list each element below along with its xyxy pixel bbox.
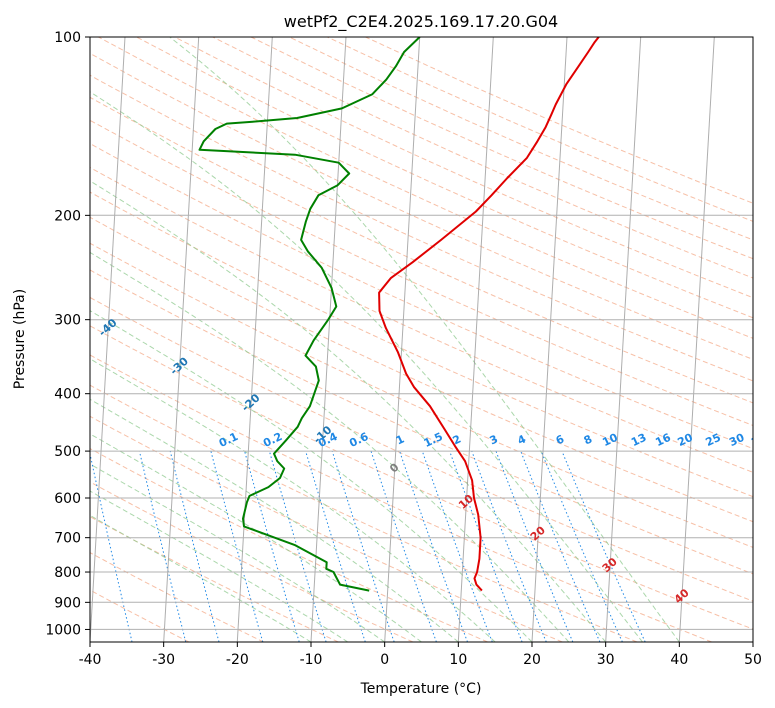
isotherm [384,37,421,642]
chart-title: wetPf2_C2E4.2025.169.17.20.G04 [284,12,558,32]
y-tick-label: 500 [54,444,81,460]
y-tick-label: 100 [54,30,81,46]
moist-adiabat [169,37,680,642]
mixing-ratio-line [561,450,646,642]
mixing-ratio-line [305,450,366,642]
x-tick-label: 20 [523,652,541,668]
isotherm [605,37,642,642]
dry-adiabat [90,325,753,630]
dry-adiabat [90,589,190,642]
isotherm [310,37,347,642]
moist-adiabat [90,433,422,642]
x-tick-label: -10 [300,652,323,668]
dry-adiabat [90,516,339,642]
y-tick-label: 800 [54,565,81,581]
mixing-ratio-line [268,450,327,642]
x-axis-label: Temperature (°C) [360,681,482,697]
background-lines [90,37,753,642]
mixing-ratio-line [520,450,601,642]
x-tick-label: 30 [597,652,615,668]
isotherm [457,37,494,642]
x-tick-label: -30 [152,652,175,668]
isotherm [90,37,126,642]
mixing-ratio-line [138,450,187,642]
x-tick-label: -40 [79,652,102,668]
moist-adiabat [90,310,533,642]
y-tick-label: 900 [54,595,81,611]
mixing-ratio-label: 30 [727,431,747,449]
moist-adiabat [90,463,385,642]
dry-adiabat [90,269,753,575]
moist-adiabat [90,91,643,642]
dry-adiabat [90,52,753,360]
mixing-ratio-line [90,451,133,642]
dewpoint-profile-line [198,37,421,592]
y-tick-label: 1000 [45,622,81,638]
dry-adiabat [90,166,753,473]
plot-frame [89,36,754,643]
dry-adiabat [90,354,712,642]
mixing-ratio-line [169,450,220,642]
moist-adiabat [90,251,570,642]
y-axis-label: Pressure (hPa) [12,289,28,389]
mixing-ratio-line [449,450,523,642]
moist-adiabat [90,358,496,642]
x-tick-label: 50 [744,652,762,668]
mixing-ratio-line [471,450,547,642]
temperature-profile-line [378,37,600,592]
mixing-ratio-line [540,450,623,642]
mixing-ratio-label: 36 [749,431,769,449]
dry-adiabat [136,37,753,319]
mixing-ratio-label: 25 [704,431,723,449]
x-tick-label: 0 [380,652,389,668]
isotherm [678,37,715,642]
mixing-ratio-line [210,450,264,642]
moist-adiabat [90,180,607,642]
x-tick-label: 40 [670,652,688,668]
y-tick-label: 400 [54,387,81,403]
mixing-ratio-line [421,450,493,642]
mixing-ratio-label: 10 [600,431,620,449]
mixing-ratio-label: 16 [653,431,673,449]
y-axis: 1000 900 800 700 600 500 400 300 200 100 [45,30,90,638]
y-tick-label: 200 [54,208,81,224]
mixing-ratio-line [495,450,574,642]
x-tick-label: 10 [449,652,467,668]
mixing-ratio-line [244,450,300,642]
y-tick-label: 600 [54,491,81,507]
dry-adiabat [90,216,753,523]
y-tick-label: 300 [54,313,81,329]
dry-adiabat [98,37,753,339]
mixing-ratio-line [399,450,468,642]
dry-adiabat [90,415,563,642]
dry-adiabat [90,242,753,548]
isotherm [163,37,200,642]
mixing-ratio-line [370,450,437,642]
x-axis: -40 -30 -20 -10 0 10 20 30 40 50 [79,642,762,668]
isotherm [236,37,273,642]
mixing-ratio-label: 20 [676,431,696,449]
moist-adiabat [90,398,459,642]
x-tick-label: -20 [226,652,249,668]
profile-series [198,37,600,592]
dry-adiabat [90,191,753,498]
dry-adiabat [174,37,753,299]
dry-adiabat [90,448,488,642]
isotherm [531,37,568,642]
mixing-ratio-label: 13 [629,431,648,449]
y-tick-label: 700 [54,531,81,547]
